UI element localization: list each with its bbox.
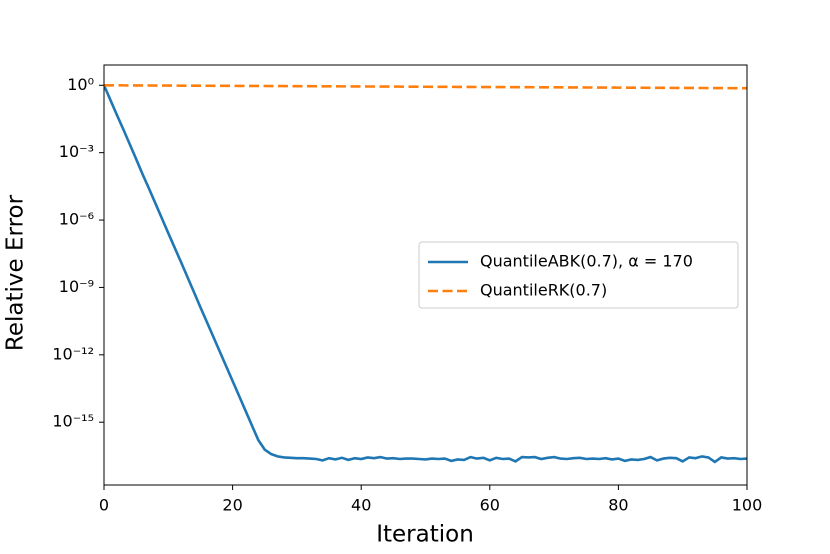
y-tick-label: 10⁻⁹ xyxy=(59,277,94,296)
y-tick-label: 10⁰ xyxy=(67,75,94,94)
x-tick-label: 0 xyxy=(99,496,109,515)
x-tick-label: 100 xyxy=(732,496,763,515)
x-axis-label: Iteration xyxy=(376,522,474,548)
legend-box xyxy=(418,241,739,309)
series-line xyxy=(104,83,747,90)
y-tick-label: 10⁻³ xyxy=(59,142,94,161)
y-tick-label: 10⁻¹² xyxy=(52,344,94,363)
x-tick-label: 20 xyxy=(222,496,242,515)
x-tick-label: 60 xyxy=(480,496,500,515)
plot-frame xyxy=(103,64,748,486)
legend-label: QuantileRK(0.7) xyxy=(480,281,607,300)
legend-label: QuantileABK(0.7), α = 170 xyxy=(480,252,693,271)
y-axis-label: Relative Error xyxy=(3,194,29,351)
y-tick-label: 10⁻⁶ xyxy=(59,210,94,229)
series-line xyxy=(104,84,747,464)
x-tick-label: 40 xyxy=(351,496,371,515)
y-tick-label: 10⁻¹⁵ xyxy=(52,412,94,431)
x-tick-label: 80 xyxy=(608,496,628,515)
